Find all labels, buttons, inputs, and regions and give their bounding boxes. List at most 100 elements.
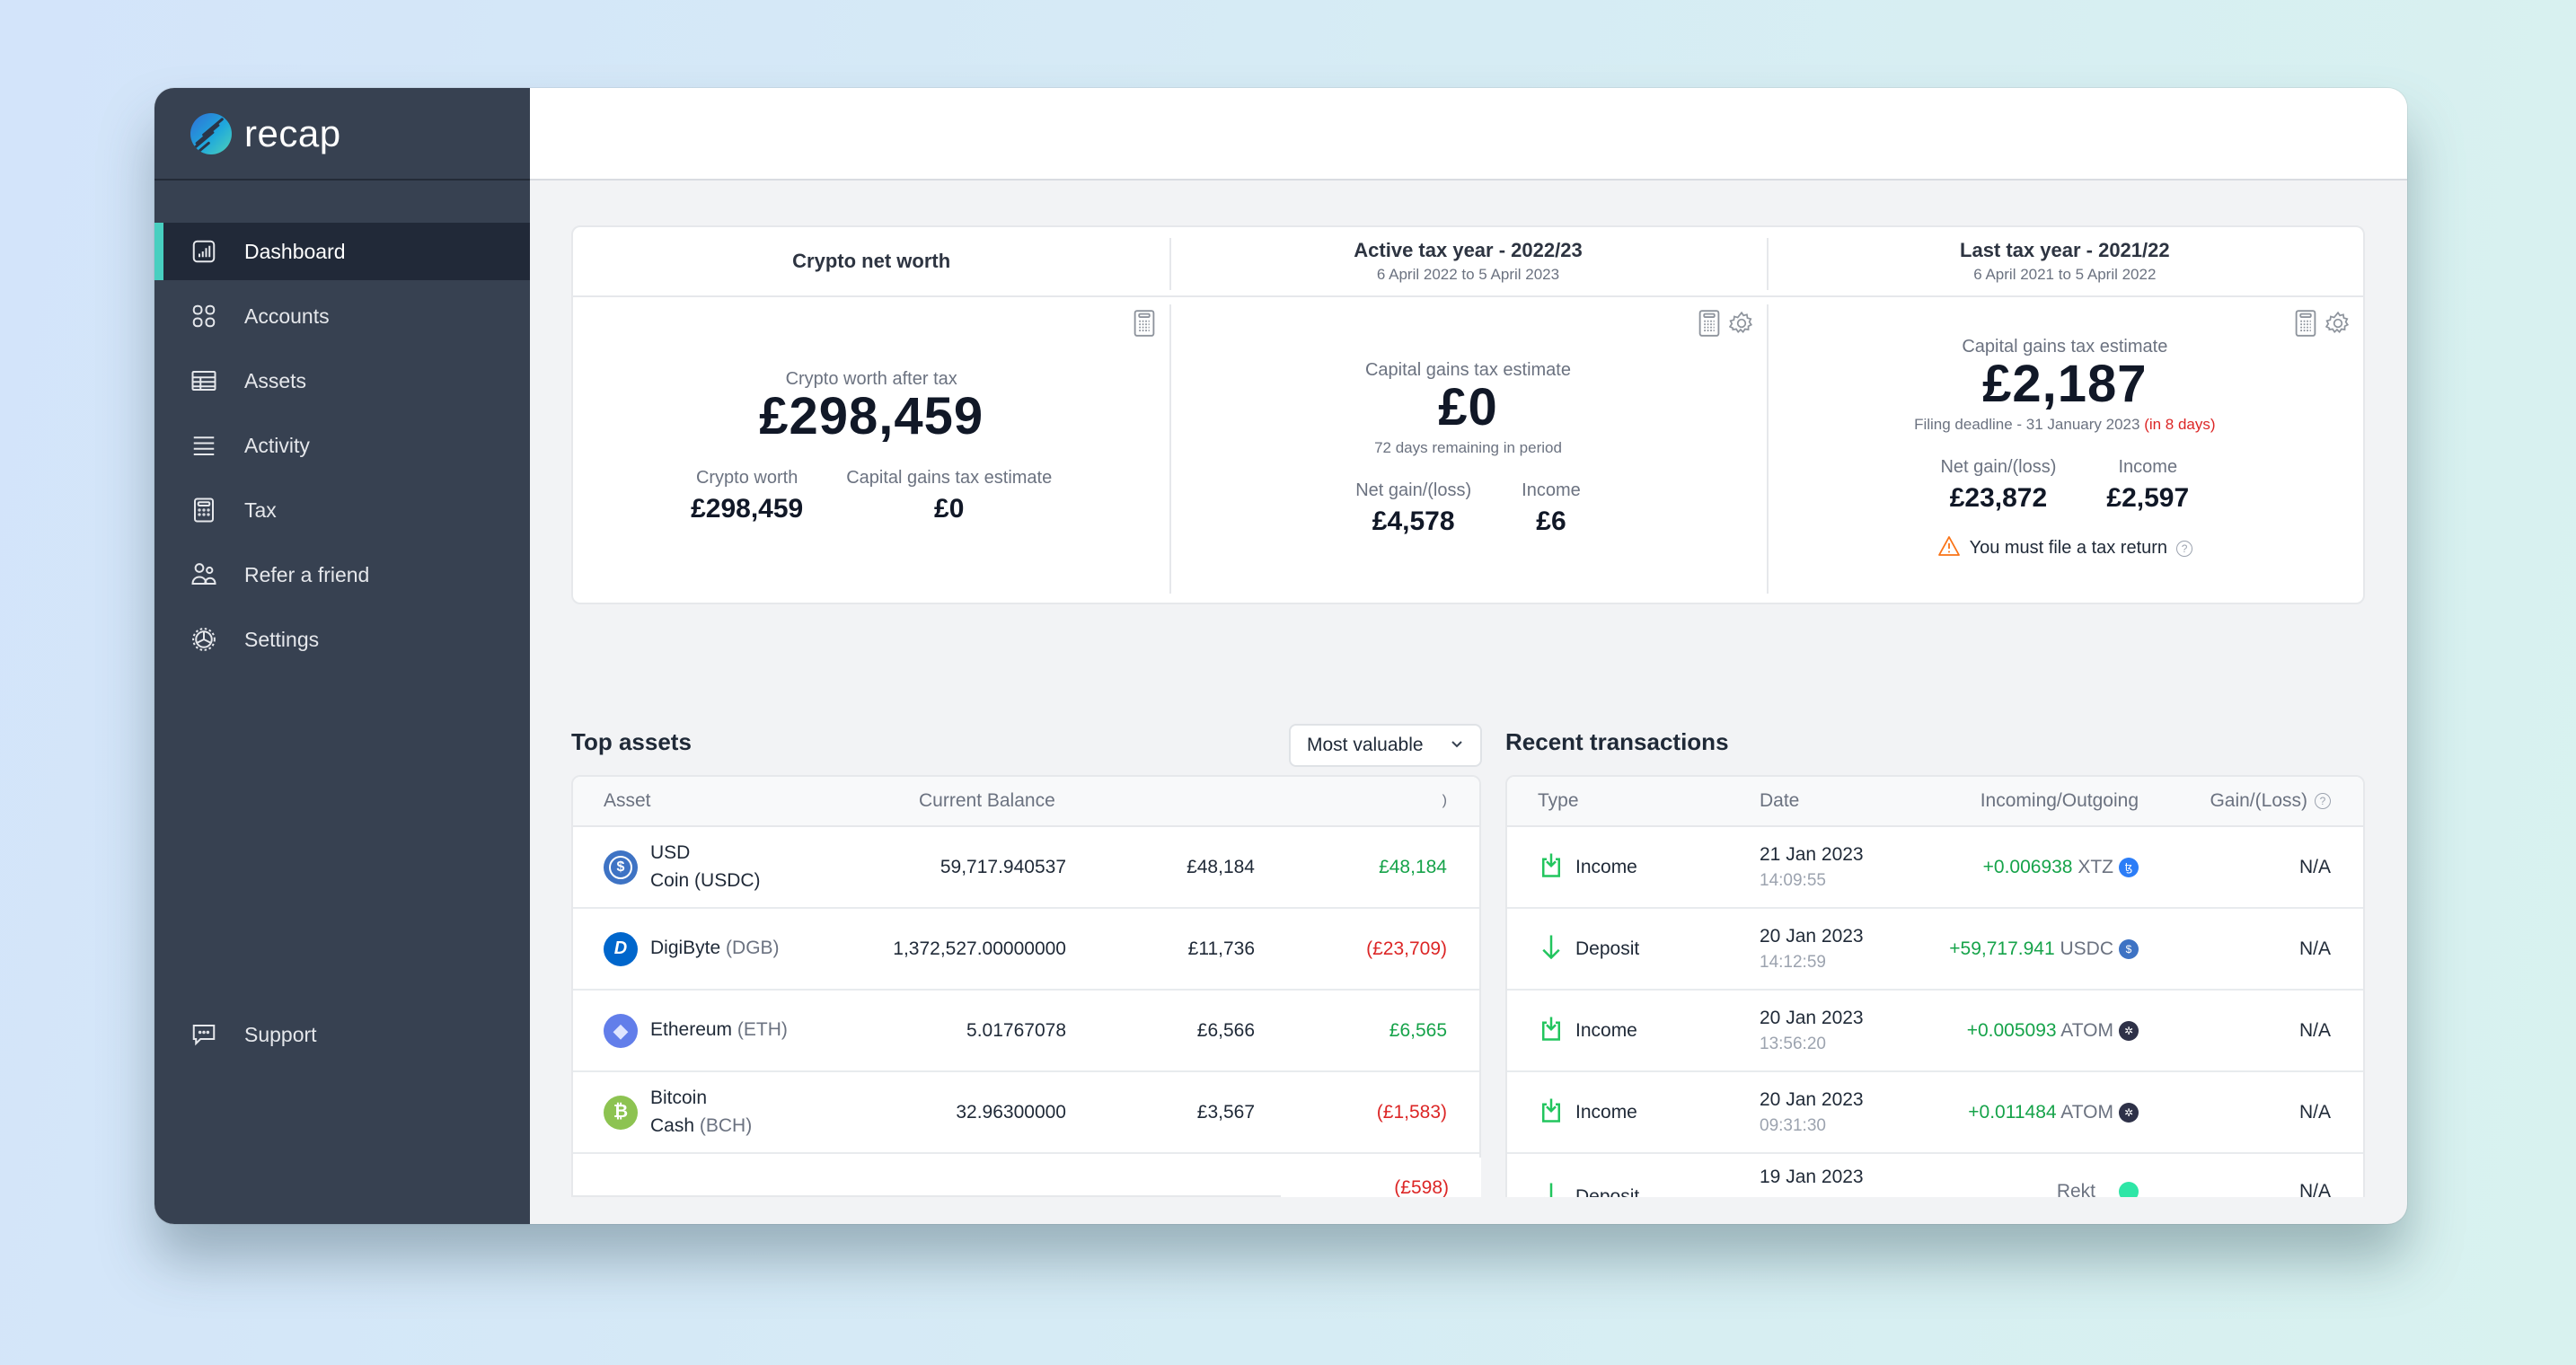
active-net-gain-value: £4,578 (1372, 506, 1455, 536)
transaction-amount: +0.005093 (1966, 1019, 2057, 1041)
column-header-gain[interactable]: ) (1442, 793, 1447, 808)
crypto-worth-label: Crypto worth (695, 467, 798, 488)
asset-name: DigiByte (DGB) (650, 938, 780, 959)
income-icon (1539, 851, 1563, 884)
cgt-estimate-label: Capital gains tax estimate (846, 467, 1053, 488)
sidebar-item-tax[interactable]: Tax (154, 481, 530, 539)
asset-value: £3,567 (1196, 1101, 1255, 1123)
partial-row-cell: (£598) (1281, 1158, 1481, 1197)
last-year-panel: Capital gains tax estimate £2,187 Filing… (1766, 297, 2363, 604)
active-income-value: £6 (1536, 506, 1566, 536)
table-row[interactable]: Deposit 20 Jan 2023 14:12:59 +59,717.941… (1507, 909, 2363, 991)
column-header-incoming-outgoing[interactable]: Incoming/Outgoing (1980, 790, 2139, 811)
active-cgt-value: £0 (1438, 378, 1498, 436)
rekt-coin-icon (2119, 1182, 2139, 1197)
brand[interactable]: recap (154, 88, 530, 181)
deposit-icon (1539, 933, 1563, 965)
last-cgt-label: Capital gains tax estimate (1962, 337, 2168, 357)
table-row[interactable]: Income 20 Jan 2023 13:56:20 +0.005093 AT… (1507, 991, 2363, 1072)
sidebar-item-label: Dashboard (244, 239, 346, 263)
calculator-icon[interactable] (2293, 310, 2318, 341)
tezos-coin-icon: ꜩ (2119, 857, 2139, 877)
transaction-ticker: Rekt (2056, 1181, 2095, 1199)
table-row[interactable]: ◆ Ethereum (ETH) 5.01767078 £6,566 £6,56… (573, 991, 1479, 1072)
active-income-label: Income (1522, 480, 1581, 500)
column-header-gain-loss[interactable]: Gain/(Loss) (2210, 790, 2307, 811)
transaction-date: 20 Jan 2023 (1760, 925, 1864, 947)
last-net-gain-value: £23,872 (1949, 482, 2048, 513)
transaction-gain: N/A (2298, 1181, 2331, 1199)
transaction-date: 20 Jan 2023 (1760, 1088, 1864, 1110)
transaction-type: Income (1575, 856, 1637, 877)
sidebar-item-label: Support (244, 1022, 317, 1046)
sidebar-item-accounts[interactable]: Accounts (154, 287, 530, 345)
sidebar-item-activity[interactable]: Activity (154, 417, 530, 474)
asset-gain: (£598) (1394, 1177, 1449, 1197)
transaction-type: Income (1575, 1019, 1637, 1041)
deposit-icon (1539, 1181, 1563, 1197)
net-worth-title: Crypto net worth (792, 250, 951, 272)
column-header-asset[interactable]: Asset (604, 790, 651, 811)
transaction-gain: N/A (2298, 1101, 2331, 1123)
gear-icon (189, 624, 219, 655)
brand-name: recap (244, 111, 341, 154)
sidebar-item-label: Assets (244, 368, 307, 392)
transaction-time: 13:56:20 (1760, 1035, 1826, 1053)
chat-icon (189, 1019, 219, 1050)
table-row[interactable]: ₿ Bitcoin Cash (BCH) 32.96300000 £3,567 (… (573, 1072, 1479, 1154)
sidebar-item-label: Activity (244, 433, 310, 457)
sidebar-item-dashboard[interactable]: Dashboard (154, 223, 530, 280)
active-year-title: Active tax year - 2022/23 (1354, 239, 1583, 261)
sidebar-item-settings[interactable]: Settings (154, 611, 530, 668)
last-cgt-value: £2,187 (1982, 355, 2148, 413)
sidebar-item-label: Tax (244, 498, 277, 522)
sidebar-item-assets[interactable]: Assets (154, 352, 530, 410)
cgt-estimate-value: £0 (934, 493, 965, 524)
last-income-value: £2,597 (2106, 482, 2190, 513)
digibyte-coin-icon: D (604, 931, 638, 966)
calculator-icon[interactable] (1132, 310, 1157, 341)
last-year-range: 6 April 2021 to 5 April 2022 (1973, 266, 2157, 283)
transaction-type: Income (1575, 1101, 1637, 1123)
column-header-balance[interactable]: Current Balance (919, 790, 1055, 811)
sidebar-nav: Dashboard Accounts Assets Activity (154, 223, 530, 675)
gear-icon[interactable] (2325, 310, 2351, 341)
last-year-header: Last tax year - 2021/22 6 April 2021 to … (1766, 227, 2363, 295)
calculator-icon[interactable] (1697, 310, 1722, 341)
table-row[interactable]: $ USD Coin (USDC) 59,717.940537 £48,184 £… (573, 827, 1479, 909)
asset-gain: (£23,709) (1366, 938, 1447, 959)
column-header-date[interactable]: Date (1760, 790, 1800, 811)
transaction-ticker: USDC (2060, 938, 2113, 959)
transaction-amount: +59,717.941 (1949, 938, 2055, 959)
days-remaining: 72 days remaining in period (1374, 438, 1562, 456)
sidebar: recap Dashboard Accounts Assets (154, 88, 530, 1224)
table-row[interactable]: D DigiByte (DGB) 1,372,527.00000000 £11,… (573, 909, 1479, 991)
transaction-type: Deposit (1575, 1186, 1640, 1199)
transaction-time: 14:09:55 (1760, 871, 1826, 890)
asset-balance: 5.01767078 (966, 1019, 1066, 1041)
column-header-type[interactable]: Type (1538, 790, 1579, 811)
bar-chart-icon (189, 236, 219, 267)
gear-icon[interactable] (1728, 310, 1754, 341)
active-net-gain-label: Net gain/(loss) (1355, 480, 1472, 500)
asset-value: £6,566 (1196, 1019, 1255, 1041)
asset-balance: 1,372,527.00000000 (893, 938, 1066, 959)
usdc-coin-icon: $ (2119, 938, 2139, 959)
last-net-gain-label: Net gain/(loss) (1940, 456, 2057, 477)
table-row[interactable]: Income 21 Jan 2023 14:09:55 +0.006938 XT… (1507, 827, 2363, 909)
table-row[interactable]: Income 20 Jan 2023 09:31:30 +0.011484 AT… (1507, 1072, 2363, 1154)
asset-value: £48,184 (1187, 856, 1255, 877)
sidebar-item-refer-a-friend[interactable]: Refer a friend (154, 546, 530, 603)
table-row[interactable]: Deposit 19 Jan 2023 Rekt N/A (1507, 1154, 2363, 1199)
sort-select[interactable]: Most valuable (1289, 724, 1482, 767)
calculator-icon (189, 495, 219, 525)
sidebar-item-label: Accounts (244, 304, 330, 328)
help-icon[interactable]: ? (2176, 540, 2193, 557)
net-worth-panel: Crypto worth after tax £298,459 Crypto w… (573, 297, 1169, 604)
transaction-amount: +0.011484 (1968, 1101, 2057, 1123)
help-icon[interactable]: ? (2315, 793, 2331, 809)
sidebar-item-support[interactable]: Support (154, 1006, 530, 1063)
transaction-type: Deposit (1575, 938, 1640, 959)
asset-gain: (£1,583) (1376, 1101, 1447, 1123)
top-assets-title: Top assets (571, 728, 692, 755)
